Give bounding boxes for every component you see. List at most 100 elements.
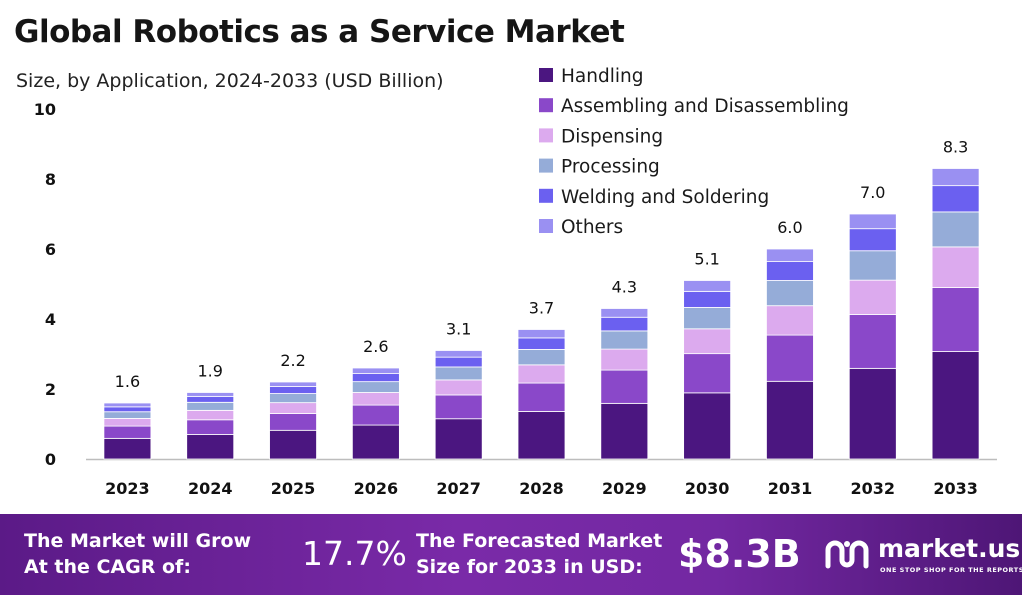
bar-segment	[269, 381, 317, 387]
x-tick-label: 2028	[519, 479, 564, 498]
bar-segment	[434, 379, 483, 396]
legend-swatch	[539, 158, 553, 173]
bar-segment	[269, 429, 317, 460]
bar-segment	[600, 369, 649, 404]
legend-swatch	[539, 188, 553, 203]
bar-total-label: 1.6	[115, 372, 140, 391]
bar-segment	[766, 248, 814, 263]
bar-segment	[269, 386, 317, 394]
legend-swatch	[539, 68, 553, 82]
cagr-value: 17.7%	[302, 534, 407, 573]
bar-segment	[683, 290, 732, 308]
bar-segment	[848, 279, 897, 315]
legend-swatch	[539, 219, 553, 233]
bar-segment	[517, 337, 566, 350]
bar-segment	[683, 353, 732, 394]
y-tick-label: 6	[45, 240, 56, 259]
x-tick-label: 2024	[188, 479, 233, 498]
bar-segment	[683, 280, 732, 292]
bar-segment	[848, 367, 897, 460]
x-tick-label: 2030	[685, 479, 730, 498]
bar-segment	[600, 330, 649, 350]
bar-segment	[269, 402, 317, 414]
bar-segment	[186, 409, 235, 421]
bar-segment	[103, 406, 152, 413]
legend-swatch	[539, 128, 553, 143]
bar-segment	[848, 314, 897, 369]
bar-segment	[683, 392, 732, 460]
bar-segment	[766, 280, 814, 307]
bar-segment	[766, 334, 814, 382]
legend-swatch	[539, 98, 553, 113]
bar-segment	[766, 305, 814, 336]
bar-segment	[186, 401, 235, 411]
legend-label: Welding and Soldering	[561, 187, 769, 208]
bar-total-label: 1.9	[198, 362, 223, 381]
brand-logo: market.us ONE STOP SHOP FOR THE REPORTS	[824, 534, 1022, 578]
bar-total-label: 2.6	[363, 337, 388, 356]
chart-subtitle: Size, by Application, 2024-2033 (USD Bil…	[16, 70, 444, 92]
bar-total-label: 3.1	[446, 320, 471, 339]
bar-segment	[517, 364, 566, 384]
x-tick-label: 2031	[768, 479, 813, 498]
y-tick-label: 2	[45, 380, 56, 399]
bar-segment	[600, 316, 649, 332]
bar-segment	[103, 425, 152, 439]
bar-segment	[848, 250, 897, 281]
bar-segment	[269, 413, 317, 431]
bar-segment	[186, 419, 235, 435]
bar-segment	[269, 393, 317, 404]
bar-segment	[517, 382, 566, 412]
bar-segment	[351, 404, 400, 426]
y-tick-label: 10	[34, 100, 56, 119]
bar-segment	[683, 328, 732, 355]
bar-segment	[848, 213, 897, 230]
bar-segment	[517, 349, 566, 366]
bar-segment	[103, 437, 152, 460]
brand-tagline: ONE STOP SHOP FOR THE REPORTS	[880, 566, 1022, 574]
x-tick-label: 2023	[105, 479, 150, 498]
bar-segment	[103, 411, 152, 419]
bar-segment	[434, 418, 483, 460]
stacked-bar-chart: 0 2 4 6 8 10 1.6 2023 1.9 2024 2.2 2025 2.6 2026 3.1 20…	[34, 66, 997, 498]
bar-segment	[931, 168, 980, 187]
bar-segment	[103, 417, 152, 427]
bar-total-label: 6.0	[777, 218, 802, 237]
legend-label: Assembling and Disassembling	[561, 96, 849, 117]
bar-segment	[186, 392, 235, 397]
x-tick-label: 2033	[933, 479, 978, 498]
bar-segment	[517, 410, 566, 460]
bar-segment	[931, 246, 980, 288]
brand-name: market.us	[878, 534, 1021, 563]
bar-segment	[434, 366, 483, 381]
x-tick-label: 2029	[602, 479, 647, 498]
legend-label: Dispensing	[561, 126, 663, 147]
x-tick-label: 2027	[436, 479, 481, 498]
bar-segment	[517, 329, 566, 339]
bar-segment	[931, 211, 980, 248]
y-tick-label: 8	[45, 170, 56, 189]
footer-banner: The Market will Grow At the CAGR of: 17.…	[0, 514, 1022, 595]
x-tick-label: 2032	[851, 479, 896, 498]
bar-segment	[351, 392, 400, 406]
bar-segment	[848, 228, 897, 252]
bar-segment	[186, 395, 235, 403]
bar-total-label: 8.3	[943, 138, 968, 157]
bar-segment	[351, 424, 400, 460]
bar-segment	[931, 287, 980, 352]
bar-segment	[600, 402, 649, 460]
bar-segment	[766, 380, 814, 460]
y-tick-label: 4	[45, 310, 56, 329]
bar-segment	[103, 402, 152, 408]
bar-segment	[434, 350, 483, 358]
y-tick-label: 0	[45, 450, 56, 469]
bar-segment	[600, 348, 649, 371]
x-tick-label: 2025	[271, 479, 316, 498]
cagr-label: The Market will Grow At the CAGR of:	[24, 530, 252, 578]
forecast-size-label: The Forecasted Market Size for 2033 in U…	[416, 530, 663, 578]
bar-segment	[351, 381, 400, 393]
legend-label: Processing	[561, 157, 660, 178]
bar-total-label: 3.7	[529, 299, 554, 318]
bar-segment	[931, 185, 980, 213]
